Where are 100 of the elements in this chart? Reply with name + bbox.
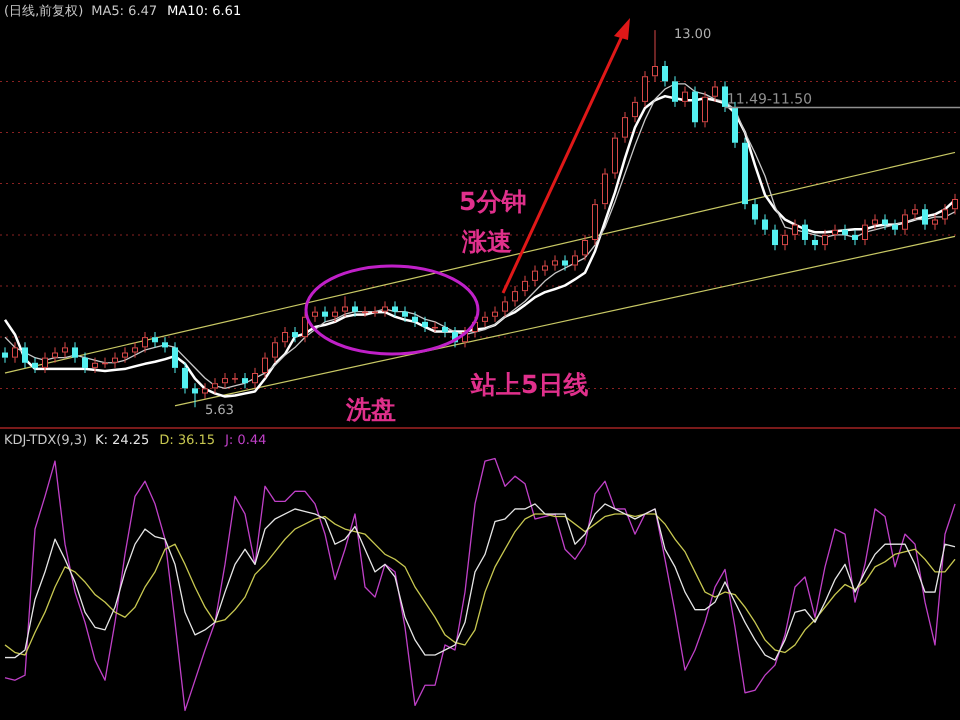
candlestick [602,168,608,210]
text: MA10: 6.61 [167,4,242,19]
candlestick [352,300,358,318]
candlestick [912,204,918,220]
candlestick [592,198,598,246]
candlestick [532,265,538,287]
candlestick [922,204,928,230]
candlestick [542,260,548,276]
candlestick [822,229,828,251]
candlestick [842,224,848,240]
candlestick [142,332,148,354]
candlestick [862,218,868,246]
annotation: 涨速 [461,227,512,256]
candlestick [792,218,798,240]
candlestick [902,208,908,236]
candlestick [442,321,448,338]
candlestick [882,214,888,230]
candlestick [562,254,568,272]
candlestick [612,132,618,180]
candlestick [762,214,768,236]
candlestick [742,137,748,210]
candlestick [802,218,808,246]
candlestick [72,342,78,364]
text: MA5: 6.47 [91,4,158,19]
candlestick [942,204,948,226]
candlestick [82,352,88,374]
text: K: 24.25 [95,433,150,448]
candlestick [312,306,318,322]
candlestick [782,229,788,251]
candlestick [342,296,348,318]
candlestick [162,336,168,354]
candlestick [502,296,508,318]
candlestick [722,80,728,113]
annotation: 站上5日线 [470,370,588,399]
candlestick [582,234,588,261]
candlestick [242,372,248,389]
candlestick [512,286,518,307]
candlestick [92,357,98,374]
candlestick [172,342,178,374]
candlestick [112,352,118,368]
candlestick [132,342,138,358]
candlestick [812,234,818,251]
candlestick [122,346,128,364]
candlestick [682,86,688,108]
ref-line-label: 11.49-11.50 [726,91,812,108]
candlestick [892,218,898,236]
candlestick [332,306,338,322]
candlestick [272,336,278,364]
candlestick [402,306,408,322]
candlestick [322,306,328,322]
candlestick [382,300,388,318]
candlestick [932,214,938,230]
candlestick [62,342,68,358]
candlestick [492,306,498,322]
candlestick [622,112,628,144]
annotation: 洗盘 [345,395,396,424]
candlestick [12,342,18,364]
candlestick [52,346,58,364]
candlestick [22,342,28,368]
candlestick [192,382,198,408]
candlestick [952,193,958,215]
candlestick [202,382,208,400]
text: D: 36.15 [159,433,216,448]
candlestick [282,326,288,348]
chart-title: (日线,前复权) [4,4,84,19]
candlestick [702,91,708,128]
candlestick [522,275,528,297]
candlestick [692,86,698,128]
candlestick [412,311,418,328]
text: J: 0.44 [224,433,266,448]
annotation: 5.63 [205,403,234,418]
annotation: 13.00 [674,27,712,42]
candlestick [222,372,228,389]
chart-title: KDJ-TDX(9,3) [4,433,88,448]
candlestick [632,96,638,123]
candlestick [552,254,558,272]
candlestick [832,224,838,240]
candlestick [32,357,38,374]
candlestick [152,332,158,348]
candlestick [42,352,48,374]
candlestick [302,311,308,343]
candlestick [652,30,658,82]
candlestick [712,80,718,102]
candlestick [2,346,8,364]
candlestick [752,198,758,226]
candlestick [482,311,488,328]
candlestick [422,316,428,333]
candlestick [572,250,578,272]
candlestick [392,300,398,318]
candlestick [262,352,268,379]
candlestick [872,214,878,230]
candlestick [252,367,258,389]
candlestick [772,224,778,251]
candlestick [662,60,668,87]
candlestick [292,326,298,343]
candlestick [852,229,858,246]
candlestick [672,76,678,108]
candlestick [182,362,188,394]
candlestick [212,378,218,394]
annotation: 5分钟 [459,187,526,216]
